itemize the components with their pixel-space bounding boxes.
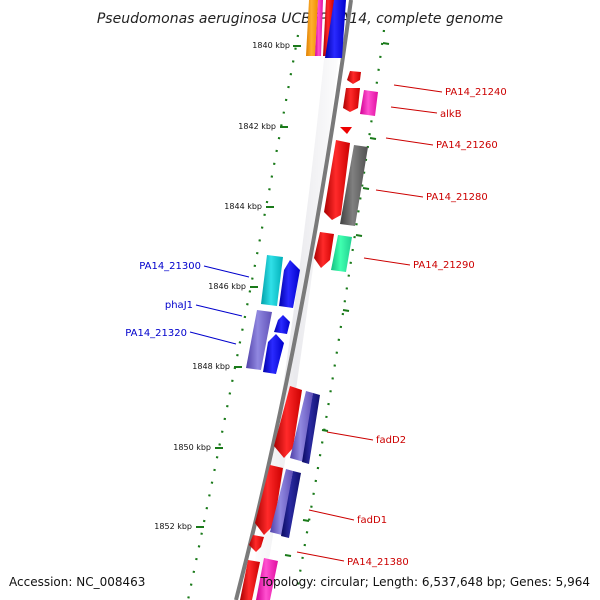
tick-label-1850: 1850 kbp <box>173 443 211 452</box>
gene-arrow-alkB <box>360 90 378 116</box>
gene-arrow-PA14_21300 <box>261 255 283 306</box>
gene-arrow-blue-lower <box>263 334 284 374</box>
label-PA14_21320: PA14_21320 <box>125 328 187 339</box>
label-phaJ1: phaJ1 <box>165 300 193 311</box>
gene-arrow-PA14_21380-red <box>249 535 264 552</box>
leader-PA14_21240 <box>393 84 443 93</box>
gene-arrow-phaJ1 <box>274 315 290 334</box>
accession-text: Accession: NC_008463 <box>9 575 145 589</box>
label-fadD1: fadD1 <box>357 515 387 526</box>
leader-alkB <box>390 106 438 114</box>
kbp-ticks: 1840 kbp 1842 kbp 1844 kbp 1846 kbp 1848… <box>154 41 301 531</box>
label-PA14_21380: PA14_21380 <box>347 557 409 568</box>
leader-PA14_21300 <box>203 265 250 278</box>
label-fadD2: fadD2 <box>376 435 406 446</box>
genome-title: Pseudomonas aeruginosa UCBPP-PA14, compl… <box>97 11 503 27</box>
gene-arrow-alkB-red <box>343 88 360 112</box>
top-gene-cluster <box>306 0 346 58</box>
label-PA14_21290: PA14_21290 <box>413 260 475 271</box>
gene-arrow-orange <box>306 0 318 56</box>
leader-PA14_21290 <box>363 257 411 266</box>
leader-PA14_21280 <box>375 189 424 198</box>
forward-gene-labels: PA14_21240 alkB PA14_21260 PA14_21280 PA… <box>296 84 507 568</box>
tick-label-1840: 1840 kbp <box>252 41 290 50</box>
gene-arrow-purple-mid <box>290 391 313 462</box>
leader-phaJ1 <box>195 304 243 317</box>
gene-arrow-fadD2 <box>302 393 320 464</box>
gene-arrow-red-mid <box>314 232 334 268</box>
gene-arrow-PA14_21260 <box>340 127 352 134</box>
leader-PA14_21260 <box>385 137 434 146</box>
tick-label-1852: 1852 kbp <box>154 522 192 531</box>
gene-arrow-fadD1 <box>281 471 301 538</box>
reverse-strand-genes <box>246 255 300 374</box>
tick-label-1846: 1846 kbp <box>208 282 246 291</box>
gene-arrow-pink-top <box>315 0 323 56</box>
gene-arrow-bottom-red <box>240 560 260 600</box>
genome-backbone <box>234 0 353 600</box>
gene-arrow-PA14_21320 <box>246 310 272 370</box>
gene-arrow-fadD2-red <box>274 386 302 458</box>
sequence-band <box>248 0 344 600</box>
label-PA14_21300: PA14_21300 <box>139 261 201 272</box>
gene-arrow-PA14_21280 <box>340 145 368 226</box>
gene-arrow-PA14_21290 <box>331 235 352 272</box>
gene-arrow-purple-low <box>270 469 293 535</box>
gene-arrow-fadD1-red <box>255 465 283 535</box>
label-PA14_21260: PA14_21260 <box>436 140 498 151</box>
leader-PA14_21380 <box>296 551 345 562</box>
forward-strand-genes <box>240 71 378 600</box>
topology-text: Topology: circular; Length: 6,537,648 bp… <box>259 575 590 589</box>
gene-arrow-PA14_21380 <box>256 558 278 600</box>
gene-arrow-red-long <box>324 140 350 220</box>
gene-arrow-blue-upper <box>279 260 300 308</box>
tick-label-1842: 1842 kbp <box>238 122 276 131</box>
label-PA14_21240: PA14_21240 <box>445 87 507 98</box>
tick-label-1844: 1844 kbp <box>224 202 262 211</box>
gene-arrow-blue-top <box>325 0 346 58</box>
leader-fadD2 <box>326 431 374 441</box>
reverse-gene-labels: PA14_21300 phaJ1 PA14_21320 <box>125 261 250 345</box>
leader-fadD1 <box>308 509 355 521</box>
tick-label-1848: 1848 kbp <box>192 362 230 371</box>
label-alkB: alkB <box>440 109 462 120</box>
gene-arrow-PA14_21240 <box>347 71 361 84</box>
inner-tick-dashes <box>284 42 390 557</box>
label-PA14_21280: PA14_21280 <box>426 192 488 203</box>
leader-PA14_21320 <box>189 331 237 345</box>
